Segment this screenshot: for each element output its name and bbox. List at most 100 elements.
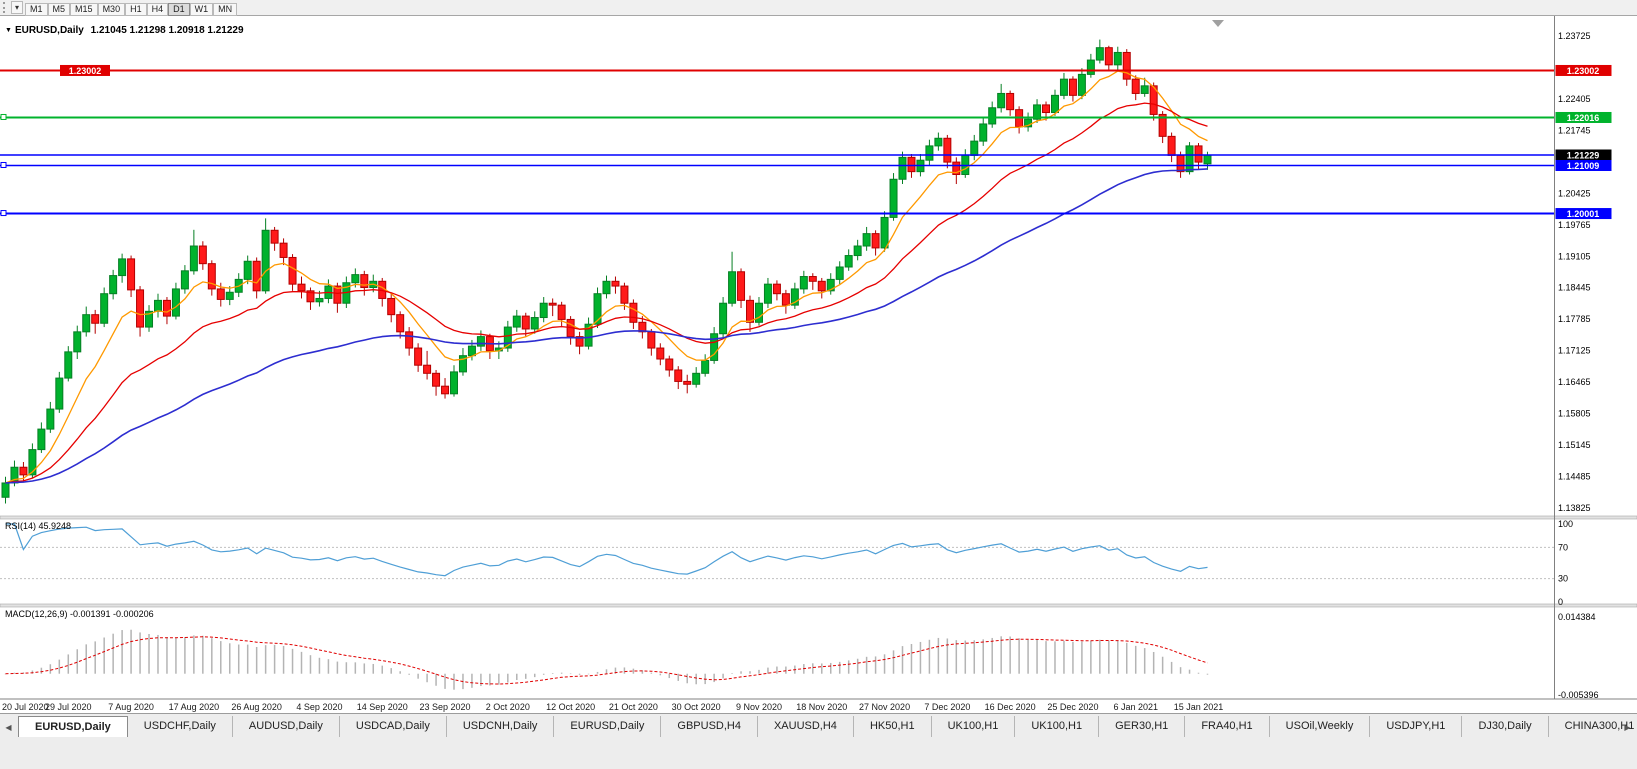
- hline-drag-handle[interactable]: [0, 161, 7, 168]
- tab-uk100-h1[interactable]: UK100,H1: [1015, 716, 1100, 737]
- price-axis-tick: 1.18445: [1558, 283, 1591, 293]
- price-axis-tick: 1.17125: [1558, 346, 1591, 356]
- period-button-m5[interactable]: M5: [47, 2, 71, 16]
- period-button-d1[interactable]: D1: [168, 2, 190, 16]
- period-button-h4[interactable]: H4: [146, 2, 169, 16]
- date-axis-label: 27 Nov 2020: [859, 702, 910, 712]
- ma-line-8: [5, 70, 1208, 484]
- ma-line-55: [5, 168, 1208, 484]
- date-axis-label: 9 Nov 2020: [736, 702, 782, 712]
- date-axis-label: 17 Aug 2020: [169, 702, 220, 712]
- symbol-tabs: EURUSD,Daily USDCHF,Daily AUDUSD,Daily USDC…: [0, 716, 1637, 737]
- period-button-m1[interactable]: M1: [25, 2, 48, 16]
- tab-usdcnh-daily[interactable]: USDCNH,Daily: [446, 716, 555, 737]
- date-axis-label: 18 Nov 2020: [796, 702, 847, 712]
- dropdown-caret-icon: ▾: [15, 3, 20, 12]
- hline-price-label-box: [1555, 64, 1612, 76]
- price-axis-tick: 1.21745: [1558, 125, 1591, 135]
- tab-scroll-left-button[interactable]: ◀: [5, 722, 12, 732]
- panel-splitter[interactable]: [0, 603, 1637, 608]
- hline-price-label-box: [1555, 159, 1612, 171]
- date-axis-label: 12 Oct 2020: [546, 702, 595, 712]
- period-button-h1[interactable]: H1: [125, 2, 147, 16]
- period-button-m15[interactable]: M15: [70, 2, 98, 16]
- rsi-indicator-label: RSI(14) 45.9248: [5, 521, 72, 531]
- price-axis-tick: 1.15145: [1558, 440, 1591, 450]
- rsi-axis-tick: 100: [1558, 519, 1573, 529]
- date-axis-label: 15 Jan 2021: [1174, 702, 1224, 712]
- macd-indicator-label: MACD(12,26,9) -0.001391 -0.000206: [5, 609, 154, 619]
- tab-eurusd-daily[interactable]: EURUSD,Daily: [18, 716, 128, 737]
- rsi-axis-tick: 70: [1558, 542, 1568, 552]
- tab-xauusd-h4[interactable]: XAUUSD,H4: [757, 716, 854, 737]
- price-axis-tick: 1.13825: [1558, 503, 1591, 513]
- tab-usdchf-daily[interactable]: USDCHF,Daily: [127, 716, 233, 737]
- hline-price-label: 1.21009: [1567, 161, 1600, 171]
- chart-background: [0, 16, 1637, 713]
- rsi-axis-tick: 30: [1558, 574, 1568, 584]
- macd-axis-tick: -0.005396: [1558, 690, 1599, 700]
- toolbar-grip[interactable]: [3, 2, 7, 13]
- date-axis-label: 2 Oct 2020: [486, 702, 530, 712]
- tab-scroll-right-button[interactable]: ▶: [1624, 722, 1631, 732]
- hline-left-label-box: [60, 64, 110, 76]
- tab-dj30-daily[interactable]: DJ30,Daily: [1462, 716, 1549, 737]
- price-axis-tick: 1.23725: [1558, 31, 1591, 41]
- date-axis-label: 7 Dec 2020: [924, 702, 970, 712]
- hline-price-label: 1.23002: [1567, 66, 1600, 76]
- date-axis-label: 16 Dec 2020: [985, 702, 1036, 712]
- period-button-w1[interactable]: W1: [189, 2, 214, 16]
- collapse-triangle-icon[interactable]: ▼: [5, 27, 12, 34]
- date-axis-label: 14 Sep 2020: [357, 702, 408, 712]
- rsi-line: [5, 523, 1208, 577]
- tab-china300-h1[interactable]: CHINA300,H1: [1548, 716, 1637, 737]
- date-axis-label: 23 Sep 2020: [420, 702, 471, 712]
- period-button-m30[interactable]: M30: [97, 2, 126, 16]
- macd-axis-tick: 0.014384: [1558, 612, 1596, 622]
- rsi-axis-tick: 0: [1558, 597, 1563, 607]
- macd-signal-line: [5, 636, 1208, 685]
- date-axis-label: 20 Jul 2020: [2, 702, 49, 712]
- price-axis-tick: 1.17785: [1558, 314, 1591, 324]
- date-axis-label: 30 Oct 2020: [672, 702, 721, 712]
- tab-eurusd-daily[interactable]: EURUSD,Daily: [554, 716, 662, 737]
- date-axis-label: 29 Jul 2020: [45, 702, 92, 712]
- panel-splitter[interactable]: [0, 515, 1637, 520]
- hline-price-label-box: [1555, 149, 1612, 161]
- symbol-tab-bar: ◀ EURUSD,Daily USDCHF,Daily AUDUSD,Daily US…: [0, 713, 1637, 769]
- date-axis-label: 4 Sep 2020: [296, 702, 342, 712]
- hline-price-label: 1.22016: [1567, 113, 1600, 123]
- timeframe-buttons-group: M1 M5 M15 M30 H1 H4 D1 W1 MN: [25, 0, 238, 17]
- chart-title: ▼ EURUSD,Daily 1.21045 1.21298 1.20918 1.…: [5, 25, 244, 36]
- candles-layer: [1, 39, 1212, 504]
- date-axis-label: 7 Aug 2020: [108, 702, 154, 712]
- tab-hk50-h1[interactable]: HK50,H1: [853, 716, 932, 737]
- hline-price-label-box: [1555, 111, 1612, 123]
- tab-usdjpy-h1[interactable]: USDJPY,H1: [1370, 716, 1463, 737]
- hline-drag-handle[interactable]: [0, 210, 7, 217]
- date-axis-label: 25 Dec 2020: [1047, 702, 1098, 712]
- tab-audusd-daily[interactable]: AUDUSD,Daily: [232, 716, 340, 737]
- tab-ger30-h1[interactable]: GER30,H1: [1099, 716, 1186, 737]
- price-axis-tick: 1.20425: [1558, 188, 1591, 198]
- tab-uk100-h1[interactable]: UK100,H1: [931, 716, 1016, 737]
- price-axis-tick: 1.14485: [1558, 472, 1591, 482]
- period-button-mn[interactable]: MN: [213, 2, 238, 16]
- chart-symbol-period: EURUSD,Daily: [14, 25, 84, 36]
- chart-ohlc-values: 1.21045 1.21298 1.20918 1.21229: [90, 25, 244, 36]
- hline-drag-handle[interactable]: [0, 113, 7, 120]
- chart-shift-triangle-icon[interactable]: [1212, 20, 1224, 27]
- price-axis-tick: 1.22405: [1558, 94, 1591, 104]
- hline-price-label-box: [1555, 208, 1612, 220]
- chart-list-dropdown-button[interactable]: ▾: [11, 1, 24, 14]
- date-axis-label: 21 Oct 2020: [609, 702, 658, 712]
- price-axis-tick: 1.19105: [1558, 251, 1591, 261]
- tab-fra40-h1[interactable]: FRA40,H1: [1185, 716, 1270, 737]
- tab-usoil-weekly[interactable]: USOil,Weekly: [1269, 716, 1371, 737]
- price-axis-tick: 1.19765: [1558, 220, 1591, 230]
- tab-usdcad-daily[interactable]: USDCAD,Daily: [339, 716, 447, 737]
- tab-gbpusd-h4[interactable]: GBPUSD,H4: [661, 716, 758, 737]
- timeframe-toolbar: ▾ M1 M5 M15 M30 H1 H4 D1 W1 MN: [0, 0, 1637, 16]
- hline-price-label: 1.21229: [1567, 151, 1600, 161]
